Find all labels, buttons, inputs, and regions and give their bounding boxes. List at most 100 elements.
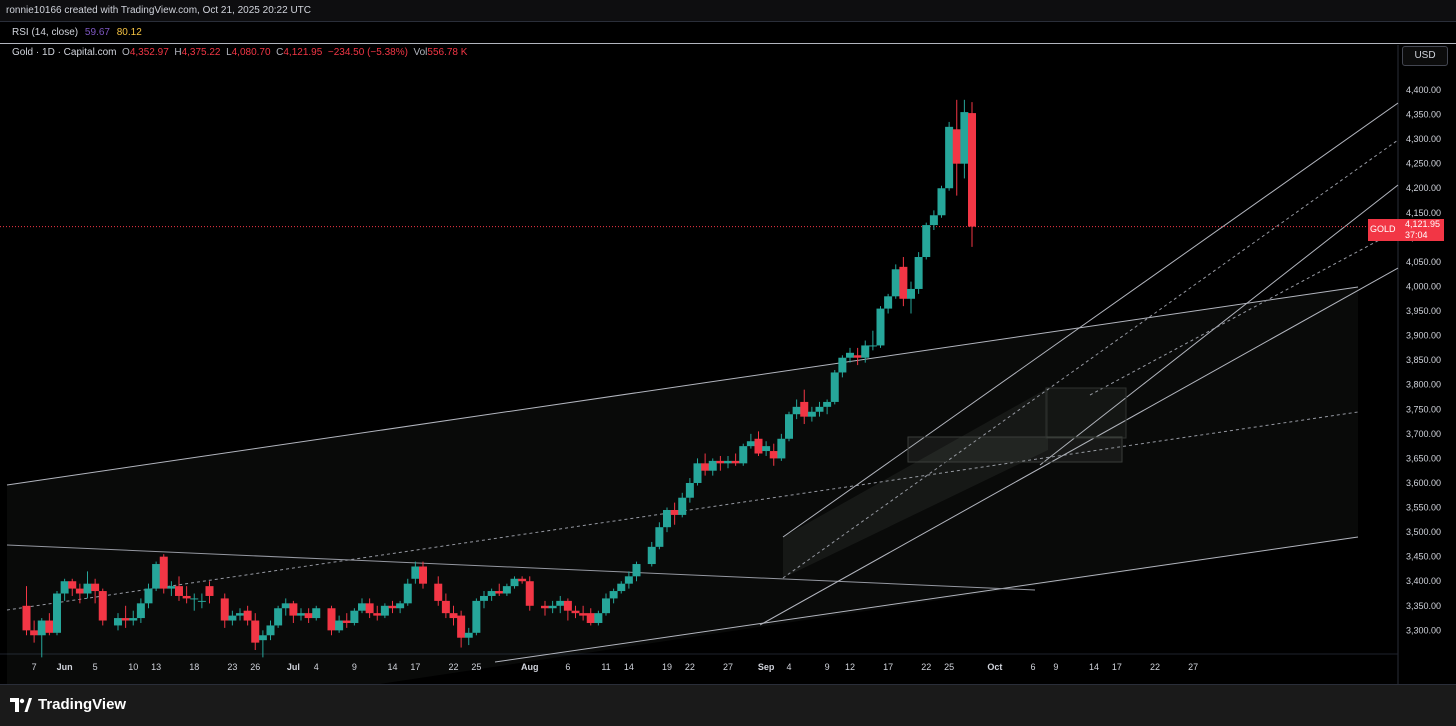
candle-body[interactable] (396, 603, 405, 609)
candle-body[interactable] (22, 605, 31, 631)
candle-body[interactable] (968, 113, 976, 227)
candle-body[interactable] (502, 586, 511, 594)
candle-body[interactable] (304, 613, 313, 619)
rsi-pane-header[interactable]: RSI (14, close) 59.67 80.12 (0, 22, 1456, 44)
candle-body[interactable] (815, 406, 824, 412)
candle-body[interactable] (563, 600, 572, 611)
candle-body[interactable] (891, 269, 900, 297)
candle-body[interactable] (655, 527, 664, 547)
candle-body[interactable] (228, 615, 237, 621)
candle-body[interactable] (53, 593, 61, 633)
candle-body[interactable] (510, 578, 519, 587)
candle-body[interactable] (853, 355, 862, 358)
candle-body[interactable] (724, 460, 732, 464)
candle-body[interactable] (762, 446, 771, 452)
candle-body[interactable] (807, 411, 816, 417)
candle-body[interactable] (594, 613, 603, 623)
candle-body[interactable] (830, 372, 839, 402)
large-channel-lower-line[interactable] (494, 536, 1359, 663)
candle-body[interactable] (30, 630, 39, 636)
candle-body[interactable] (899, 266, 908, 299)
candle-body[interactable] (541, 605, 549, 609)
candle-body[interactable] (144, 588, 153, 604)
candle-body[interactable] (678, 497, 687, 515)
candle-body[interactable] (236, 613, 244, 616)
candle-body[interactable] (876, 308, 885, 346)
rising-channel-lower-line[interactable] (759, 267, 1399, 626)
candle-body[interactable] (960, 112, 969, 164)
candle-body[interactable] (129, 618, 138, 621)
candle-body[interactable] (624, 576, 633, 584)
candle-body[interactable] (929, 215, 938, 226)
candle-body[interactable] (114, 618, 122, 626)
candle-body[interactable] (518, 578, 527, 582)
candle-body[interactable] (472, 600, 481, 633)
candle-body[interactable] (449, 613, 458, 619)
candle-body[interactable] (495, 591, 504, 594)
candle-body[interactable] (167, 586, 176, 589)
candle-body[interactable] (190, 598, 199, 600)
candle-body[interactable] (701, 463, 710, 471)
candle-body[interactable] (464, 632, 473, 638)
candle-body[interactable] (419, 566, 427, 584)
candle-body[interactable] (457, 615, 466, 638)
candle-body[interactable] (136, 603, 145, 619)
candle-body[interactable] (945, 126, 954, 189)
rising-channel-upper-line[interactable] (782, 102, 1399, 538)
candle-body[interactable] (403, 583, 412, 604)
candle-body[interactable] (45, 620, 54, 633)
candle-body[interactable] (617, 583, 626, 592)
candle-body[interactable] (579, 613, 588, 616)
candle-body[interactable] (281, 603, 290, 609)
candle-body[interactable] (388, 605, 397, 609)
price-chart[interactable]: 3,300.00 3,350.00 3,400.00 3,450.00 3,500.00… (0, 45, 1456, 684)
candle-body[interactable] (60, 581, 69, 594)
large-channel-upper-line[interactable] (6, 286, 1359, 486)
candle-body[interactable] (846, 352, 854, 358)
candle-body[interactable] (182, 595, 191, 599)
candle-body[interactable] (586, 613, 595, 623)
candle-body[interactable] (243, 610, 252, 621)
candle-body[interactable] (175, 586, 183, 596)
consolidation-box-2[interactable] (1045, 387, 1127, 439)
candle-body[interactable] (37, 620, 46, 636)
candle-body[interactable] (647, 546, 656, 565)
candle-body[interactable] (800, 401, 809, 417)
consolidation-box-1[interactable] (907, 436, 1123, 463)
candle-body[interactable] (823, 401, 832, 407)
candle-body[interactable] (952, 129, 961, 164)
candle-body[interactable] (914, 257, 923, 289)
candle-body[interactable] (746, 441, 755, 447)
candle-body[interactable] (373, 613, 382, 616)
candle-body[interactable] (769, 451, 778, 459)
candle-body[interactable] (220, 598, 229, 621)
candle-body[interactable] (937, 188, 946, 216)
candle-body[interactable] (716, 460, 725, 464)
candle-body[interactable] (251, 620, 260, 643)
candle-body[interactable] (685, 482, 694, 498)
inner-support-line[interactable] (1039, 184, 1399, 466)
currency-button[interactable]: USD (1402, 46, 1448, 66)
descending-trendline[interactable] (6, 544, 1036, 591)
candle-body[interactable] (922, 225, 931, 258)
candle-body[interactable] (342, 620, 351, 623)
candle-body[interactable] (441, 600, 450, 614)
candle-body[interactable] (327, 608, 336, 631)
candle-body[interactable] (525, 581, 534, 606)
candle-body[interactable] (571, 610, 580, 614)
candle-body[interactable] (670, 510, 679, 515)
candle-body[interactable] (335, 620, 344, 631)
candle-body[interactable] (411, 566, 420, 579)
candle-body[interactable] (152, 564, 161, 589)
candle-body[interactable] (297, 613, 305, 616)
candle-body[interactable] (205, 586, 214, 596)
candle-body[interactable] (487, 591, 496, 596)
candle-body[interactable] (602, 598, 610, 614)
candle-body[interactable] (365, 603, 374, 614)
candle-body[interactable] (548, 605, 557, 609)
candle-body[interactable] (792, 406, 801, 415)
candle-body[interactable] (556, 600, 565, 606)
candle-body[interactable] (75, 588, 84, 594)
candle-body[interactable] (754, 438, 763, 454)
candle-body[interactable] (312, 608, 321, 619)
